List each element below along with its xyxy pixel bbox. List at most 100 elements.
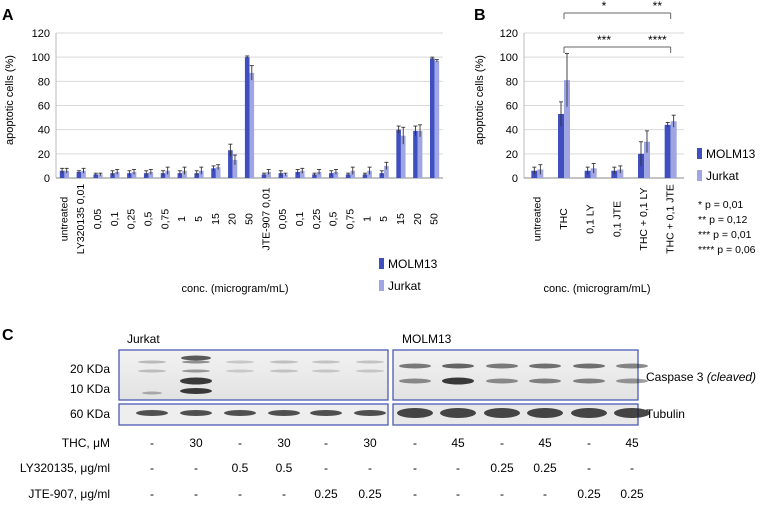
bar: [131, 171, 137, 178]
blot-band: [138, 369, 166, 373]
bar: [177, 173, 183, 178]
chart-a-legend: MOLM13 Jurkat: [379, 257, 438, 293]
gel-jurkat-caspase: [118, 349, 389, 401]
bar: [110, 173, 115, 178]
treatment-value: 0.25: [620, 487, 644, 501]
blot-band: [616, 363, 648, 369]
treatment-value: -: [368, 461, 372, 475]
bar: [400, 135, 406, 178]
blot-band: [397, 408, 433, 418]
chart-b: 0 20 40 60 80 100 120 untreated THC 0,1 LY 0,1 JTE…: [500, 0, 684, 254]
blot-band: [312, 360, 340, 364]
treatment-value: 0.25: [577, 487, 601, 501]
cell-line-molm13: MOLM13: [402, 332, 452, 346]
blot-band: [180, 410, 212, 416]
treatment-value: -: [150, 487, 154, 501]
blot-band: [486, 378, 518, 384]
x-tick-label: 20: [412, 213, 424, 225]
bar: [345, 174, 351, 178]
blot-band: [270, 369, 298, 373]
x-tick-label: 15: [210, 213, 222, 225]
blot-band: [573, 378, 605, 384]
treatment-value: 0.5: [232, 461, 249, 475]
legend-b-molm13-swatch: [697, 148, 702, 159]
treatment-value: 30: [363, 436, 377, 450]
y-tick-label: 0: [512, 173, 518, 185]
bar: [558, 113, 564, 178]
treatment-table: THC, μM LY320135, μg/ml JTE-907, μg/ml -…: [20, 436, 644, 501]
legend-b-jurkat-swatch: [697, 170, 702, 181]
bar: [644, 141, 650, 178]
bar: [283, 174, 288, 178]
significance-label: ***: [597, 33, 611, 47]
treatment-value: 0.25: [314, 487, 338, 501]
chart-a-ylabel: apoptotic cells (%): [4, 55, 16, 145]
treatment-value: -: [543, 487, 547, 501]
blot-band: [529, 363, 561, 369]
blot-band: [142, 391, 162, 395]
chart-b-ylabel: apoptotic cells (%): [474, 55, 486, 145]
treatment-value: -: [456, 461, 460, 475]
blot-band: [616, 378, 648, 384]
bar: [617, 169, 624, 178]
blot-band: [312, 369, 340, 373]
blot-band: [614, 408, 650, 418]
blot-band: [226, 369, 254, 373]
band-label-tubulin: Tubulin: [646, 407, 685, 421]
treatment-value: -: [324, 461, 328, 475]
treatment-value: -: [413, 461, 417, 475]
x-tick-label: 0,25: [126, 209, 138, 230]
bar: [228, 150, 233, 178]
bar: [143, 173, 149, 178]
bar: [127, 173, 132, 178]
treatment-value: 45: [451, 436, 465, 450]
x-tick-label: 50: [429, 213, 441, 225]
chart-a-xlabel: conc. (microgram/mL): [182, 283, 289, 295]
treatment-value: -: [500, 487, 504, 501]
x-tick-label: 5: [378, 216, 390, 222]
bar: [417, 130, 423, 178]
x-tick-label: 0,05: [92, 209, 104, 230]
bar: [244, 57, 250, 178]
treatment-value: -: [413, 436, 417, 450]
bar: [434, 60, 440, 178]
legend-a-jurkat-swatch: [379, 280, 384, 291]
bar: [266, 171, 271, 178]
x-tick-label: 0,1: [294, 212, 306, 227]
band-label-caspase-main: Caspase 3: [646, 370, 707, 384]
y-tick-label: 40: [38, 125, 50, 137]
panel-label-b: B: [474, 7, 486, 24]
marker-60kda: 60 KDa: [70, 407, 110, 421]
bar: [333, 171, 339, 178]
significance-label: *: [602, 0, 607, 13]
bar: [93, 174, 99, 178]
blot-band: [136, 410, 168, 416]
blot-band: [573, 363, 605, 369]
bar: [429, 58, 435, 178]
bar: [114, 171, 120, 178]
panel-label-a: A: [2, 7, 14, 24]
legend-b-molm13: MOLM13: [706, 147, 756, 161]
bar: [299, 170, 305, 178]
legend-a-molm13-swatch: [379, 258, 384, 269]
x-tick-label: 0,5: [143, 212, 155, 227]
legend-a-jurkat: Jurkat: [388, 279, 421, 293]
blot-band: [484, 408, 520, 418]
treatment-value: 30: [277, 436, 291, 450]
bar: [362, 174, 368, 178]
bar: [396, 129, 401, 178]
blot-band: [180, 388, 212, 394]
bar: [379, 173, 385, 178]
x-tick-label: LY320135 0,01: [75, 184, 87, 255]
x-tick-label: THC + 0,1 LY: [638, 187, 650, 250]
treatment-value: -: [630, 461, 634, 475]
bar: [98, 174, 103, 178]
x-tick-label: 0,1 JTE: [611, 201, 623, 237]
treatment-value: 0.25: [533, 461, 557, 475]
y-tick-label: 60: [38, 101, 50, 113]
treatment-value: -: [587, 436, 591, 450]
panel-label-c: C: [2, 327, 14, 344]
x-tick-label: 0,1 LY: [585, 204, 597, 234]
treatment-value: 0.25: [358, 487, 382, 501]
